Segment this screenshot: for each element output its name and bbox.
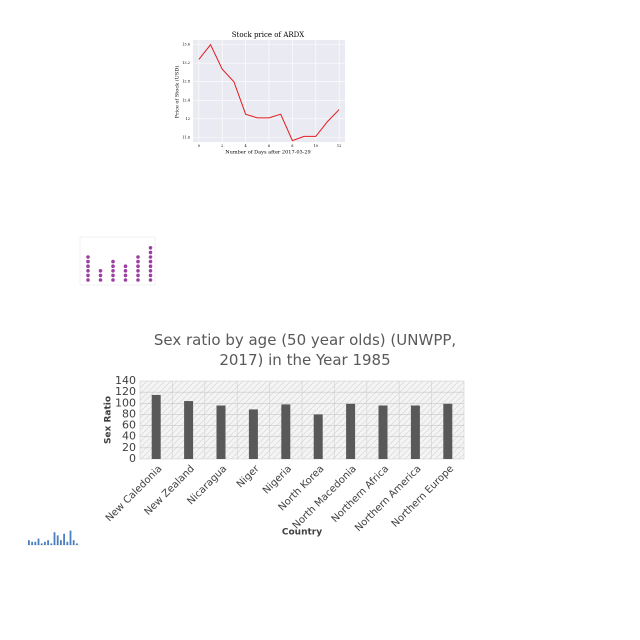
y-tick-label: 120 bbox=[115, 385, 136, 398]
bar bbox=[313, 414, 323, 459]
x-tick-label: New Caledonia bbox=[104, 463, 165, 524]
bar bbox=[184, 401, 194, 459]
bar bbox=[44, 541, 46, 545]
x-tick-label: 0 bbox=[198, 144, 200, 148]
bar bbox=[40, 543, 43, 545]
bar bbox=[216, 405, 226, 459]
y-tick-label: 60 bbox=[122, 419, 136, 432]
x-tick-label: Northern Africa bbox=[330, 463, 392, 525]
x-tick-label: 4 bbox=[244, 144, 247, 148]
bar bbox=[66, 541, 69, 545]
x-axis-label: Country bbox=[282, 528, 322, 538]
bar bbox=[37, 538, 40, 545]
bar bbox=[63, 533, 65, 545]
x-tick-label: 2 bbox=[221, 144, 223, 148]
bar bbox=[53, 532, 56, 545]
y-tick-label: 40 bbox=[122, 430, 136, 443]
bar bbox=[378, 405, 388, 459]
y-axis-label: Price of Stock (USD) bbox=[174, 66, 181, 119]
y-tick-label: 11.6 bbox=[182, 135, 190, 139]
x-tick-label: Niger bbox=[235, 463, 262, 490]
bar bbox=[47, 540, 49, 545]
x-tick-label: Northern Europe bbox=[390, 463, 456, 529]
bar bbox=[248, 409, 258, 459]
bar bbox=[76, 543, 78, 545]
dot-column bbox=[86, 255, 90, 282]
chart-title: Sex ratio by age (50 year olds) (UNWPP, … bbox=[153, 331, 457, 369]
x-tick-label: 12 bbox=[337, 144, 341, 148]
bar bbox=[31, 541, 33, 545]
bar bbox=[72, 540, 75, 545]
bar bbox=[28, 540, 30, 545]
x-axis-label: Number of Days after 2017-03-29 bbox=[225, 150, 311, 156]
bar bbox=[410, 405, 420, 459]
bar bbox=[443, 403, 453, 459]
y-tick-label: 80 bbox=[122, 407, 136, 420]
bar bbox=[346, 403, 356, 459]
x-tick-label: 6 bbox=[268, 144, 270, 148]
bar bbox=[56, 535, 59, 545]
dot-column bbox=[98, 269, 103, 282]
line-series bbox=[198, 43, 340, 142]
dot-column bbox=[148, 246, 153, 282]
y-tick-label: 20 bbox=[122, 441, 136, 454]
bar bbox=[151, 394, 161, 459]
bar bbox=[60, 540, 62, 545]
bar bbox=[50, 543, 53, 545]
chart-title: Stock price of ARDX bbox=[232, 31, 305, 39]
dot-column bbox=[123, 264, 128, 282]
bar bbox=[281, 404, 291, 459]
x-tick-label: Nigeria bbox=[261, 463, 294, 496]
y-tick-label: 100 bbox=[115, 396, 136, 409]
y-tick-label: 140 bbox=[115, 374, 136, 387]
y-tick-label: 0 bbox=[129, 452, 136, 465]
y-axis-label: Sex Ratio bbox=[104, 396, 114, 444]
y-tick-label: 12.4 bbox=[182, 98, 191, 102]
y-tick-label: 13.6 bbox=[182, 43, 190, 47]
y-tick-label: 12.8 bbox=[182, 80, 190, 84]
bar bbox=[69, 530, 72, 545]
bar bbox=[34, 541, 37, 545]
dot-column bbox=[136, 255, 140, 282]
x-tick-label: 10 bbox=[314, 144, 318, 148]
plot-area bbox=[79, 236, 156, 286]
y-tick-label: 13.2 bbox=[182, 61, 190, 65]
dot-column bbox=[111, 259, 115, 282]
y-tick-label: 12 bbox=[186, 117, 190, 121]
x-tick-label: 8 bbox=[291, 144, 293, 148]
